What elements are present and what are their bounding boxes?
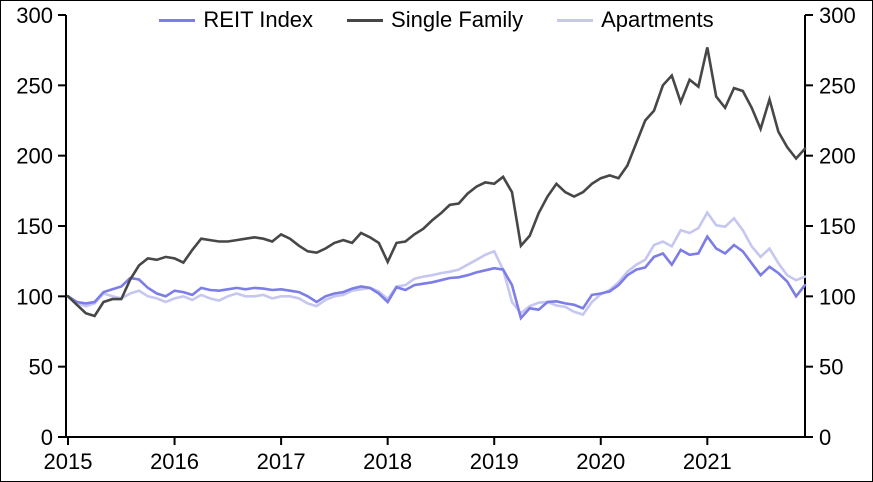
y-axis-label-left: 250 [16,73,53,98]
series-line-single-family [66,47,807,318]
y-axis-label-right: 0 [819,425,831,450]
legend-label-reit-index: REIT Index [203,7,314,32]
y-axis-label-right: 50 [819,355,843,380]
series-line-reit-index [66,234,807,321]
single-family-line-swatch [347,18,384,22]
legend-item-reit-index: REIT Index [159,7,313,33]
x-axis-label: 2015 [44,449,93,474]
series-line-apartments [66,210,807,317]
legend-item-apartments: Apartments [557,7,714,33]
x-axis-label: 2017 [257,449,306,474]
reit-index-line-swatch [159,18,196,22]
y-axis-label-left: 50 [29,355,53,380]
x-axis-label: 2016 [150,449,199,474]
x-axis-label: 2021 [683,449,732,474]
legend-label-apartments: Apartments [601,7,714,32]
y-axis-label-left: 150 [16,214,53,239]
x-axis-label: 2019 [470,449,519,474]
y-axis-label-left: 300 [16,3,53,28]
legend-item-single-family: Single Family [347,7,523,33]
axis-frame [65,15,806,438]
y-axis-label-right: 150 [819,214,856,239]
y-axis-label-left: 200 [16,144,53,169]
x-axis-label: 2020 [576,449,625,474]
apartments-line-swatch [557,18,594,22]
y-axis-label-right: 250 [819,73,856,98]
chart-legend: REIT Index Single Family Apartments [1,7,872,33]
y-axis-label-right: 300 [819,3,856,28]
y-axis-label-left: 0 [41,425,53,450]
x-axis-label: 2018 [363,449,412,474]
y-axis-label-right: 100 [819,284,856,309]
y-axis-label-left: 100 [16,284,53,309]
y-axis-label-right: 200 [819,144,856,169]
legend-label-single-family: Single Family [391,7,524,32]
